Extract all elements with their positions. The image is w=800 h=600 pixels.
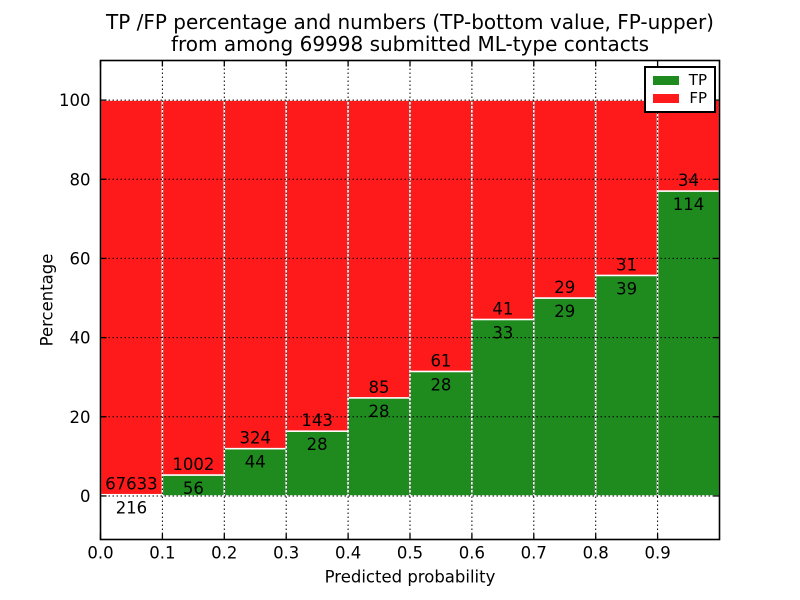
x-tick-label: 0.1 xyxy=(149,544,175,563)
tp-count-label: 39 xyxy=(616,279,637,298)
fp-count-label: 85 xyxy=(369,378,390,397)
fp-bar-segment xyxy=(594,99,659,277)
tp-count-label: 29 xyxy=(554,302,575,321)
x-tick-label: 0.7 xyxy=(521,544,547,563)
fp-count-label: 34 xyxy=(678,171,699,190)
y-tick-label: 100 xyxy=(59,91,91,110)
tp-bar-segment xyxy=(594,274,659,497)
tp-count-label: 56 xyxy=(183,479,204,498)
tp-bar-segment xyxy=(347,397,411,497)
fp-count-label: 61 xyxy=(430,351,451,370)
x-tick-label: 0.6 xyxy=(459,544,485,563)
tp-bar-segment xyxy=(533,297,597,497)
tp-bar-segment xyxy=(223,447,287,497)
fp-bar-segment xyxy=(533,99,597,299)
legend: TP FP xyxy=(644,66,716,113)
x-tick-label: 0.9 xyxy=(644,544,670,563)
x-tick-label: 0.2 xyxy=(211,544,237,563)
y-axis-label: Percentage xyxy=(37,253,57,347)
tp-count-label: 28 xyxy=(307,435,328,454)
fp-count-label: 67633 xyxy=(105,475,158,494)
y-tick-label: 20 xyxy=(70,408,91,427)
legend-label-fp: FP xyxy=(689,89,707,108)
fp-count-label: 1002 xyxy=(172,455,214,474)
legend-item-tp: TP xyxy=(653,70,707,89)
x-tick-label: 0.3 xyxy=(273,544,299,563)
fp-count-label: 324 xyxy=(240,429,272,448)
fp-count-label: 143 xyxy=(301,411,333,430)
fp-bar-segment xyxy=(223,99,287,450)
tp-count-label: 114 xyxy=(673,195,705,214)
tp-bar-segment xyxy=(656,190,721,497)
tp-count-label: 216 xyxy=(116,499,148,518)
y-tick-label: 80 xyxy=(70,170,91,189)
chart-title-line1: TP /FP percentage and numbers (TP-bottom… xyxy=(106,10,714,34)
axes-frame xyxy=(99,59,721,541)
x-tick-label: 0.5 xyxy=(397,544,423,563)
y-tick-label: 40 xyxy=(70,329,91,348)
fp-bar-segment xyxy=(347,99,411,399)
fp-count-label: 31 xyxy=(616,255,637,274)
x-tick-label: 0.0 xyxy=(87,544,113,563)
chart-title: TP /FP percentage and numbers (TP-bottom… xyxy=(106,11,714,55)
fp-bar-segment xyxy=(656,99,721,192)
legend-item-fp: FP xyxy=(653,91,707,106)
x-tick-label: 0.4 xyxy=(335,544,361,563)
fp-bar-segment xyxy=(99,99,164,496)
tp-bar-segment xyxy=(471,318,535,497)
fp-count-label: 41 xyxy=(492,299,513,318)
fp-bar-segment xyxy=(161,99,226,476)
tp-color-swatch xyxy=(653,75,679,85)
tp-count-label: 33 xyxy=(492,323,513,342)
fp-bar-segment xyxy=(409,99,473,373)
tp-count-label: 28 xyxy=(430,375,451,394)
y-tick-label: 0 xyxy=(80,487,91,506)
tp-count-label: 44 xyxy=(245,453,266,472)
tp-count-label: 28 xyxy=(369,402,390,421)
fp-color-swatch xyxy=(653,94,680,104)
chart-title-line2: from among 69998 submitted ML-type conta… xyxy=(170,32,650,56)
fp-bar-segment xyxy=(285,99,349,432)
x-tick-label: 0.8 xyxy=(583,544,609,563)
x-axis-label: Predicted probability xyxy=(324,567,496,587)
fp-count-label: 29 xyxy=(554,278,575,297)
fp-bar-segment xyxy=(471,99,535,321)
y-tick-label: 60 xyxy=(70,249,91,268)
tp-bar-segment xyxy=(409,370,473,497)
legend-label-tp: TP xyxy=(688,70,707,89)
